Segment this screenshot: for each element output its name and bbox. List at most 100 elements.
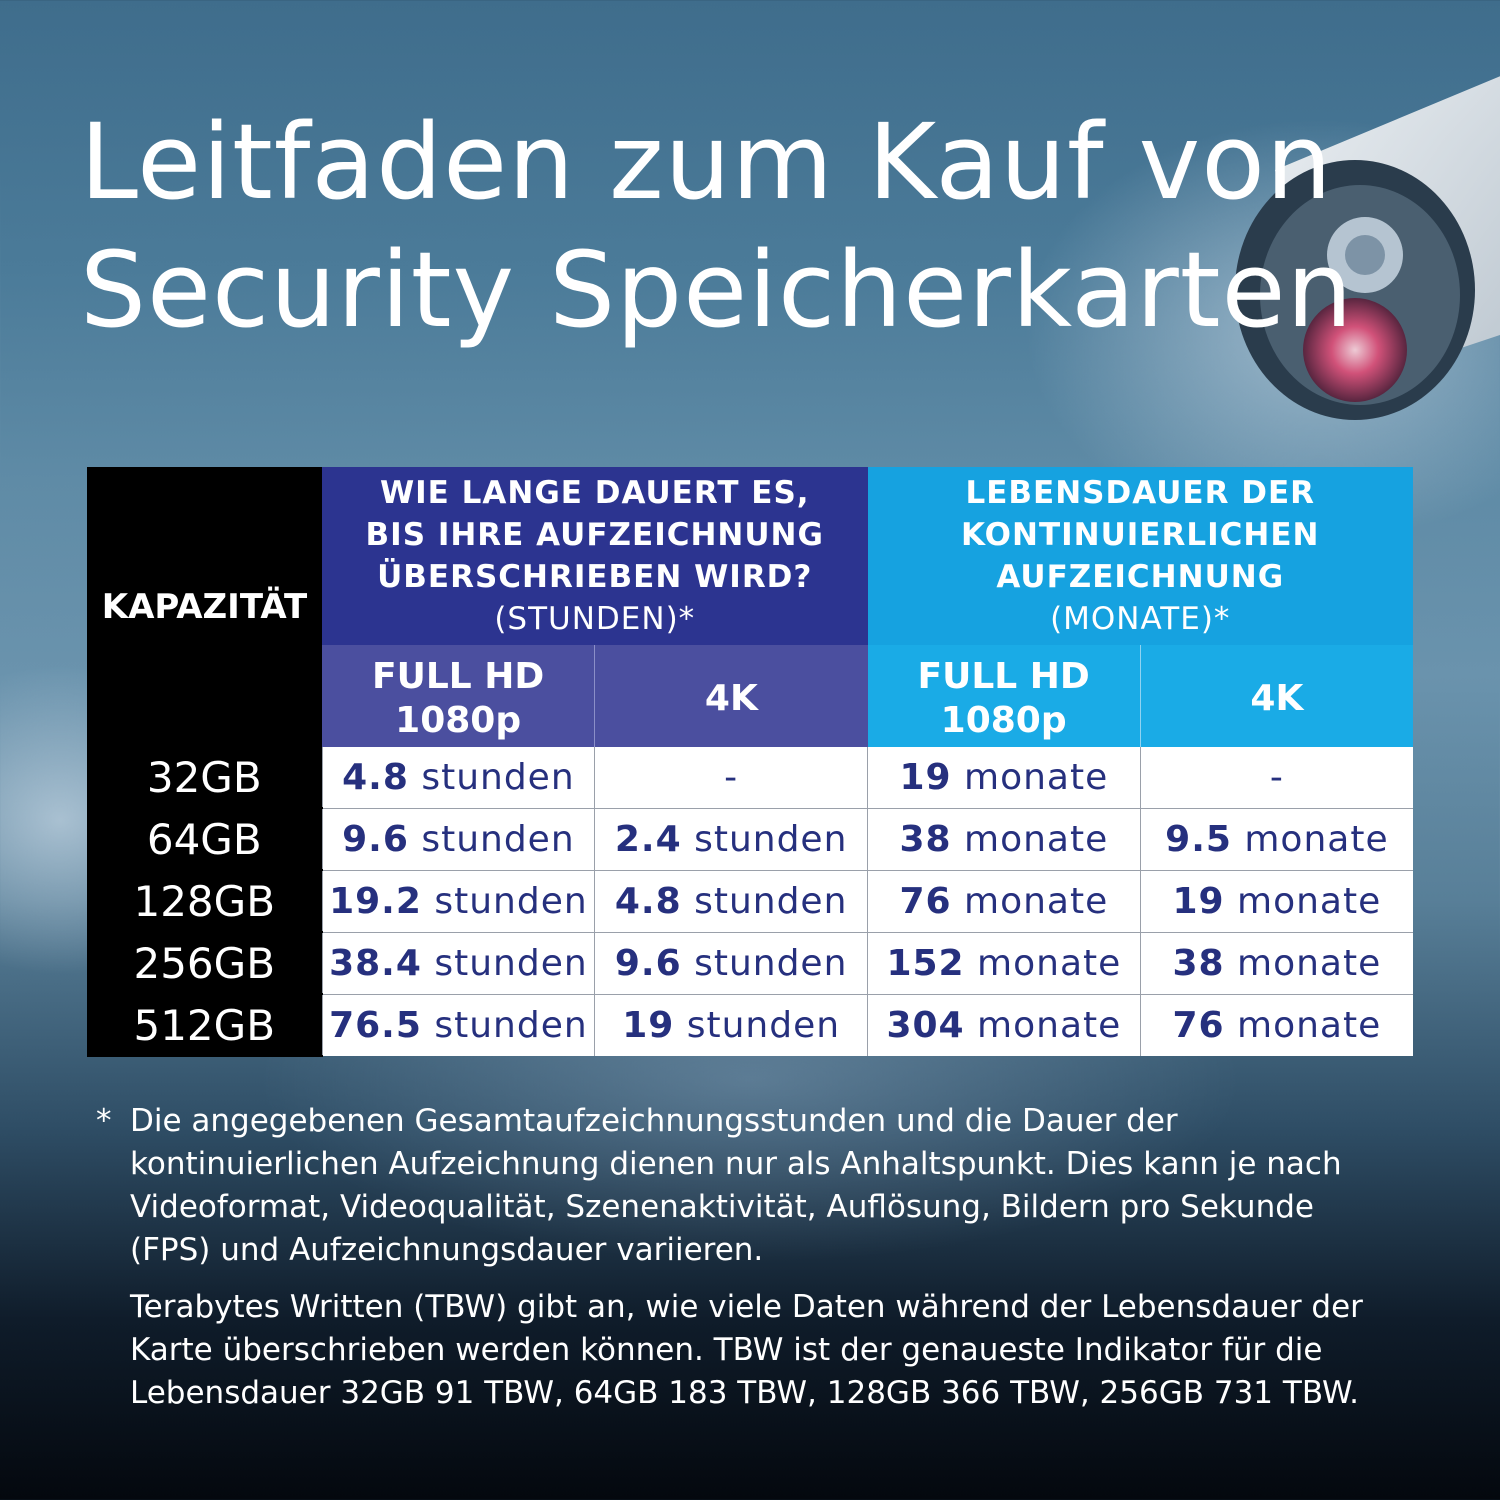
hours-fullhd-cell: 38.4 stunden bbox=[321, 932, 595, 995]
title-line-2: Security Speicherkarten bbox=[80, 229, 1354, 351]
value-number: 9.6 bbox=[342, 818, 409, 860]
capacity-cell: 512GB bbox=[87, 994, 322, 1057]
hours-header-unit: (STUNDEN)* bbox=[494, 601, 696, 637]
value-number: 152 bbox=[886, 942, 965, 984]
title-line-1: Leitfaden zum Kauf von bbox=[80, 101, 1333, 223]
value-number: 76 bbox=[899, 880, 952, 922]
value-unit: stunden bbox=[421, 1004, 588, 1046]
value-number: 19 bbox=[622, 1004, 675, 1046]
hours-4k-cell: 9.6 stunden bbox=[594, 932, 868, 995]
footnotes: * Die angegebenen Gesamtaufzeichnungsstu… bbox=[96, 1100, 1396, 1429]
page-title: Leitfaden zum Kauf von Security Speicher… bbox=[80, 98, 1480, 354]
value-unit: monate bbox=[1231, 818, 1389, 860]
hours-4k-cell: 2.4 stunden bbox=[594, 808, 868, 871]
value-number: 2.4 bbox=[614, 818, 682, 860]
footnote-asterisk: * bbox=[96, 1103, 112, 1139]
capacity-cell: 256GB bbox=[87, 932, 322, 995]
months-header-line-1: LEBENSDAUER DER bbox=[965, 475, 1316, 511]
value-number: 304 bbox=[886, 1004, 965, 1046]
value-unit: monate bbox=[964, 1004, 1122, 1046]
value-number: 76 bbox=[1172, 1004, 1225, 1046]
value-number: 19.2 bbox=[329, 880, 422, 922]
months-4k-cell: - bbox=[1139, 747, 1413, 809]
value-unit: stunden bbox=[408, 756, 575, 798]
months-4k-cell: 9.5 monate bbox=[1139, 808, 1413, 871]
value-number: 38 bbox=[899, 818, 952, 860]
4k-label: 4K bbox=[1250, 678, 1304, 719]
hours-fullhd-cell: 9.6 stunden bbox=[321, 808, 595, 871]
value-number: 38 bbox=[1172, 942, 1225, 984]
fullhd-resolution: 1080p bbox=[940, 700, 1067, 741]
value-unit: stunden bbox=[408, 818, 575, 860]
footnote-tbw-text: Terabytes Written (TBW) gibt an, wie vie… bbox=[130, 1289, 1363, 1411]
table-row: 128GB 19.2 stunden 4.8 stunden 76 monate… bbox=[87, 870, 1413, 933]
value-unit: monate bbox=[951, 880, 1109, 922]
months-header-line-3: AUFZEICHNUNG bbox=[996, 559, 1285, 595]
value-unit: stunden bbox=[421, 880, 588, 922]
fullhd-label: FULL HD bbox=[372, 656, 545, 697]
value-unit: monate bbox=[1224, 880, 1382, 922]
hours-4k-cell: 19 stunden bbox=[594, 994, 868, 1056]
months-fullhd-cell: 19 monate bbox=[867, 747, 1141, 809]
value-unit: stunden bbox=[674, 1004, 841, 1046]
hours-header-line-2: BIS IHRE AUFZEICHNUNG bbox=[365, 517, 824, 553]
hours-4k-cell: 4.8 stunden bbox=[594, 870, 868, 933]
hours-fullhd-cell: 4.8 stunden bbox=[321, 747, 595, 809]
capacity-table: KAPAZITÄT WIE LANGE DAUERT ES, BIS IHRE … bbox=[87, 467, 1413, 1057]
hours-fullhd-cell: 19.2 stunden bbox=[321, 870, 595, 933]
value-unit: stunden bbox=[421, 942, 588, 984]
footnote-disclaimer: * Die angegebenen Gesamtaufzeichnungsstu… bbox=[96, 1100, 1396, 1272]
hours-4k-header: 4K bbox=[594, 645, 868, 747]
footnote-tbw: Terabytes Written (TBW) gibt an, wie vie… bbox=[96, 1286, 1396, 1415]
table-row: 512GB 76.5 stunden 19 stunden 304 monate… bbox=[87, 994, 1413, 1057]
value-unit: monate bbox=[1224, 942, 1382, 984]
value-number: 76.5 bbox=[329, 1004, 422, 1046]
value-unit: - bbox=[1269, 756, 1284, 798]
value-unit: - bbox=[724, 756, 739, 798]
months-fullhd-cell: 76 monate bbox=[867, 870, 1141, 933]
months-4k-cell: 38 monate bbox=[1139, 932, 1413, 995]
capacity-cell: 32GB bbox=[87, 747, 322, 809]
months-fullhd-cell: 152 monate bbox=[867, 932, 1141, 995]
fullhd-resolution: 1080p bbox=[395, 700, 522, 741]
value-unit: monate bbox=[951, 756, 1109, 798]
months-fullhd-header: FULL HD 1080p bbox=[867, 645, 1141, 747]
fullhd-label: FULL HD bbox=[917, 656, 1090, 697]
hours-fullhd-cell: 76.5 stunden bbox=[321, 994, 595, 1056]
value-number: 9.5 bbox=[1165, 818, 1232, 860]
months-4k-cell: 19 monate bbox=[1139, 870, 1413, 933]
capacity-header: KAPAZITÄT bbox=[87, 467, 322, 747]
hours-header-line-1: WIE LANGE DAUERT ES, bbox=[379, 475, 810, 511]
value-number: 4.8 bbox=[342, 756, 409, 798]
value-unit: monate bbox=[964, 942, 1122, 984]
value-unit: stunden bbox=[681, 942, 848, 984]
hours-header-line-3: ÜBERSCHRIEBEN WIRD? bbox=[377, 559, 813, 595]
footnote-disclaimer-text: Die angegebenen Gesamtaufzeichnungsstund… bbox=[130, 1103, 1342, 1268]
hours-fullhd-header: FULL HD 1080p bbox=[322, 645, 595, 747]
value-number: 9.6 bbox=[614, 942, 682, 984]
months-fullhd-cell: 38 monate bbox=[867, 808, 1141, 871]
table-row: 64GB 9.6 stunden 2.4 stunden 38 monate 9… bbox=[87, 808, 1413, 871]
months-4k-header: 4K bbox=[1139, 645, 1413, 747]
table-row: 32GB 4.8 stunden - 19 monate - bbox=[87, 747, 1413, 809]
months-4k-cell: 76 monate bbox=[1139, 994, 1413, 1056]
capacity-cell: 128GB bbox=[87, 870, 322, 933]
value-unit: monate bbox=[1224, 1004, 1382, 1046]
hours-4k-cell: - bbox=[594, 747, 868, 809]
value-unit: stunden bbox=[681, 880, 848, 922]
security-camera-image bbox=[1235, 76, 1500, 420]
4k-label: 4K bbox=[704, 678, 758, 719]
table-row: 256GB 38.4 stunden 9.6 stunden 152 monat… bbox=[87, 932, 1413, 995]
value-number: 4.8 bbox=[614, 880, 682, 922]
value-number: 38.4 bbox=[329, 942, 422, 984]
months-fullhd-cell: 304 monate bbox=[867, 994, 1141, 1056]
months-group-header: LEBENSDAUER DER KONTINUIERLICHEN AUFZEIC… bbox=[867, 467, 1413, 645]
months-header-unit: (MONATE)* bbox=[1050, 601, 1231, 637]
value-unit: monate bbox=[951, 818, 1109, 860]
hours-group-header: WIE LANGE DAUERT ES, BIS IHRE AUFZEICHNU… bbox=[322, 467, 868, 645]
value-unit: stunden bbox=[681, 818, 848, 860]
value-number: 19 bbox=[899, 756, 952, 798]
capacity-cell: 64GB bbox=[87, 808, 322, 871]
value-number: 19 bbox=[1172, 880, 1225, 922]
months-header-line-2: KONTINUIERLICHEN bbox=[961, 517, 1320, 553]
